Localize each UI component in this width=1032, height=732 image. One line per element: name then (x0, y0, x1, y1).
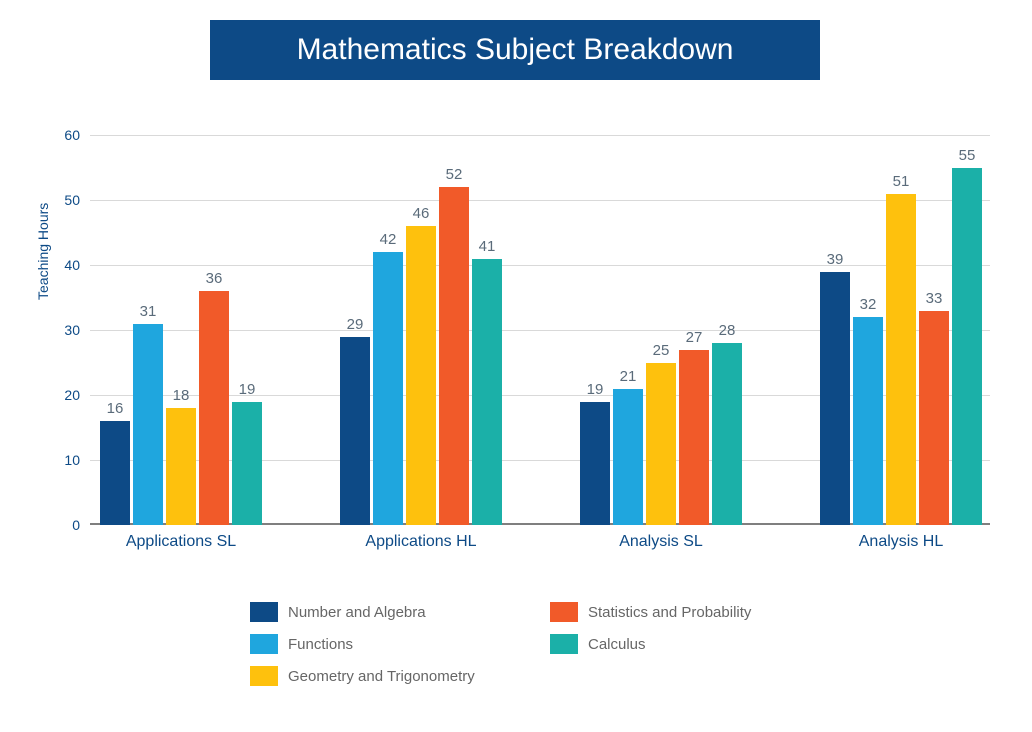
y-tick: 10 (50, 452, 80, 468)
bar (886, 194, 916, 526)
bar (712, 343, 742, 525)
bar-value-label: 51 (881, 173, 921, 190)
bar (613, 389, 643, 526)
bar (439, 187, 469, 525)
bar-value-label: 32 (848, 296, 888, 313)
bar (232, 402, 262, 526)
bar-value-label: 46 (401, 205, 441, 222)
legend-marker-icon (250, 634, 278, 654)
bar (100, 421, 130, 525)
bar-value-label: 39 (815, 251, 855, 268)
chart-title: Mathematics Subject Breakdown (297, 33, 734, 67)
legend-label: Number and Algebra (288, 604, 426, 621)
legend-marker-icon (250, 666, 278, 686)
bar (166, 408, 196, 525)
bar-value-label: 16 (95, 400, 135, 417)
legend-marker-icon (550, 602, 578, 622)
bar (853, 317, 883, 525)
x-category-label: Applications HL (340, 533, 502, 551)
plot-region: 1631183619294246524119212527283932513355 (90, 135, 990, 525)
y-tick: 60 (50, 127, 80, 143)
legend-label: Calculus (588, 636, 646, 653)
gridline (90, 265, 990, 266)
bar-value-label: 21 (608, 368, 648, 385)
bar-value-label: 19 (227, 381, 267, 398)
legend-marker-icon (550, 634, 578, 654)
y-tick: 50 (50, 192, 80, 208)
bar (820, 272, 850, 526)
chart-area: 1631183619294246524119212527283932513355… (90, 135, 990, 555)
y-axis-label: Teaching Hours (35, 203, 51, 300)
bar-value-label: 41 (467, 238, 507, 255)
gridline (90, 135, 990, 136)
bar (133, 324, 163, 526)
bar (919, 311, 949, 526)
x-category-label: Applications SL (100, 533, 262, 551)
title-bar: Mathematics Subject Breakdown (210, 20, 820, 80)
bar-value-label: 31 (128, 303, 168, 320)
y-tick: 0 (50, 517, 80, 533)
legend-label: Functions (288, 636, 353, 653)
bar (580, 402, 610, 526)
bar-value-label: 29 (335, 316, 375, 333)
y-tick: 20 (50, 387, 80, 403)
legend-label: Geometry and Trigonometry (288, 668, 475, 685)
legend-column: Number and Algebra Functions Geometry and … (250, 600, 550, 696)
legend: Number and Algebra Functions Geometry and … (250, 600, 850, 696)
bar-value-label: 18 (161, 387, 201, 404)
bar (340, 337, 370, 526)
x-category-label: Analysis SL (580, 533, 742, 551)
legend-item: Statistics and Probability (550, 600, 850, 624)
bar (679, 350, 709, 526)
legend-item: Number and Algebra (250, 600, 550, 624)
bar (406, 226, 436, 525)
bar-value-label: 42 (368, 231, 408, 248)
legend-column: Statistics and Probability Calculus (550, 600, 850, 696)
bar (472, 259, 502, 526)
bar (952, 168, 982, 526)
bar-value-label: 28 (707, 322, 747, 339)
y-tick: 40 (50, 257, 80, 273)
bar-value-label: 33 (914, 290, 954, 307)
legend-item: Geometry and Trigonometry (250, 664, 550, 688)
y-tick: 30 (50, 322, 80, 338)
bar (646, 363, 676, 526)
bar-value-label: 36 (194, 270, 234, 287)
legend-marker-icon (250, 602, 278, 622)
bar-value-label: 52 (434, 166, 474, 183)
legend-label: Statistics and Probability (588, 604, 751, 621)
gridline (90, 200, 990, 201)
bar-value-label: 55 (947, 147, 987, 164)
legend-item: Functions (250, 632, 550, 656)
legend-item: Calculus (550, 632, 850, 656)
bar (373, 252, 403, 525)
bar (199, 291, 229, 525)
x-category-label: Analysis HL (820, 533, 982, 551)
